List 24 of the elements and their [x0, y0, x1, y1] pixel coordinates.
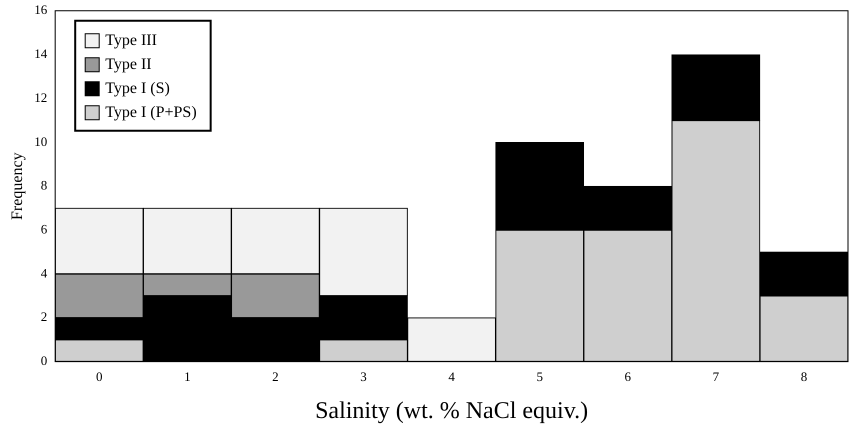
legend-label: Type I (P+PS) — [105, 104, 197, 122]
y-tick-label: 8 — [40, 178, 48, 193]
y-tick-label: 6 — [40, 221, 48, 236]
legend-label: Type I (S) — [105, 80, 170, 98]
x-tick-label: 3 — [360, 368, 367, 384]
y-tick-label: 4 — [40, 265, 48, 280]
x-tick-label: 4 — [448, 368, 456, 384]
y-axis-title: Frequency — [8, 152, 26, 220]
y-tick-label: 2 — [40, 309, 48, 324]
x-tick-label: 1 — [184, 368, 191, 384]
y-tick-label: 14 — [34, 46, 48, 62]
x-tick-label: 8 — [800, 368, 808, 384]
x-tick-label: 7 — [712, 368, 720, 384]
y-tick-label: 10 — [34, 134, 48, 149]
legend-label: Type II — [105, 56, 152, 74]
legend-label: Type III — [105, 32, 157, 50]
x-tick-label: 6 — [624, 368, 632, 384]
x-axis-title: Salinity (wt. % NaCl equiv.) — [315, 398, 588, 424]
x-tick-label: 2 — [272, 368, 279, 384]
x-tick-label: 0 — [96, 368, 102, 384]
x-tick-label: 5 — [536, 368, 543, 384]
y-tick-label: 0 — [40, 353, 48, 368]
y-tick-label: 12 — [34, 90, 48, 105]
y-tick-label: 16 — [34, 2, 48, 18]
